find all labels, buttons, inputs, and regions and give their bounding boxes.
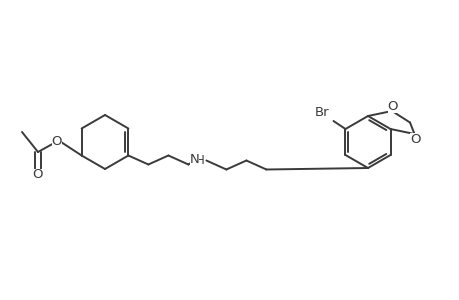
Text: Br: Br	[314, 106, 329, 118]
Text: O: O	[33, 169, 43, 182]
Text: H: H	[196, 154, 204, 167]
Text: N: N	[189, 153, 199, 166]
Text: O: O	[51, 134, 62, 148]
Text: O: O	[387, 100, 397, 112]
Text: O: O	[409, 133, 420, 146]
